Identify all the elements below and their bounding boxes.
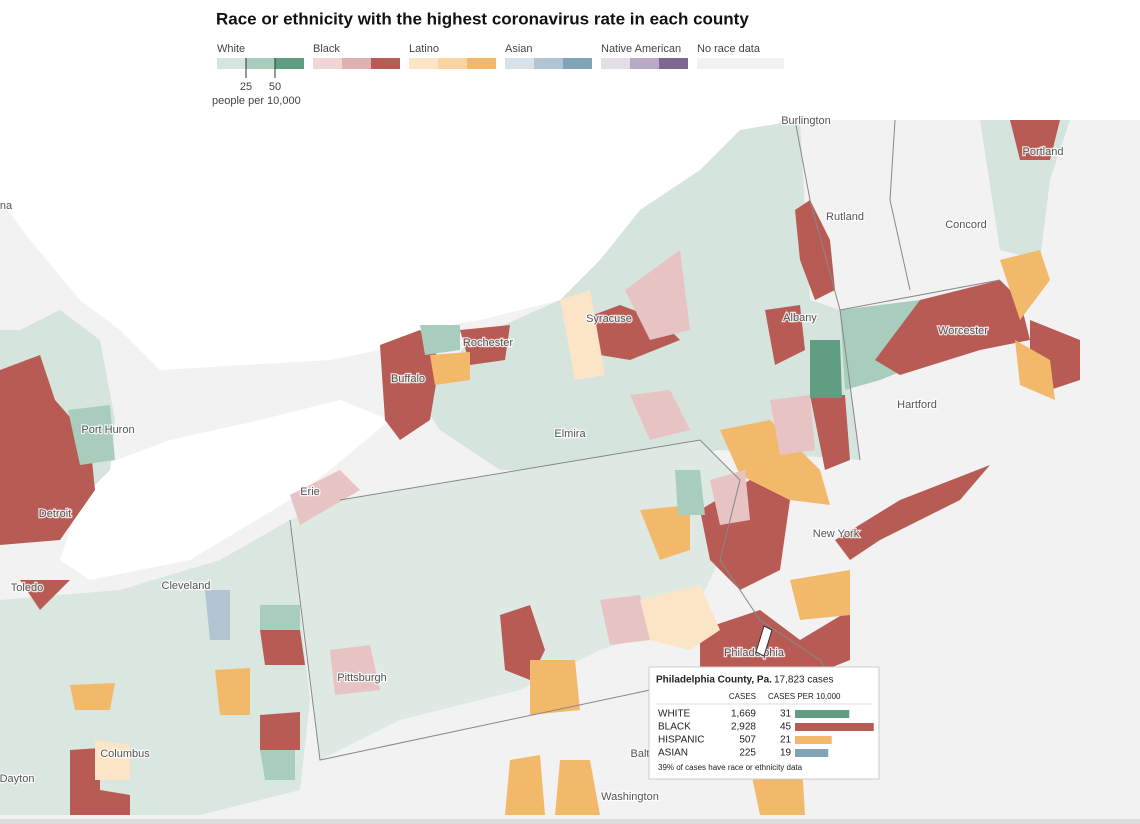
region (290, 440, 740, 760)
borders (289, 119, 1001, 761)
legend-swatch (217, 58, 246, 69)
legend-tick-label: 25 (240, 81, 252, 93)
legend-swatch (275, 58, 304, 69)
row-group: WHITE (658, 709, 691, 720)
place-label: Columbus (100, 748, 150, 760)
row-rate: 19 (780, 748, 792, 759)
legend-swatch (342, 58, 371, 69)
legend-label: Native American (601, 43, 681, 55)
place-label: Worcester (938, 325, 988, 337)
legend-swatch (313, 58, 342, 69)
place-label: Hartford (897, 399, 937, 411)
title: Race or ethnicity with the highest coron… (216, 9, 749, 28)
place-label: Burlington (781, 115, 831, 127)
place-label: Balt (631, 748, 650, 760)
county (205, 590, 230, 640)
place-label: na (0, 200, 13, 212)
rate-bar (795, 723, 874, 731)
county (560, 290, 605, 380)
place-label: Cleveland (162, 580, 211, 592)
legend-label: White (217, 43, 245, 55)
legend: White Black Latino Asian Native American No r… (212, 43, 784, 107)
county (420, 325, 460, 355)
row-cases: 2,928 (731, 722, 756, 733)
county (260, 605, 300, 630)
county (260, 750, 295, 780)
region (0, 520, 310, 815)
legend-swatch (534, 58, 563, 69)
place-label: Detroit (39, 508, 71, 520)
place-label: Washington (601, 791, 659, 803)
place-label: Buffalo (391, 373, 425, 385)
place-label: Toledo (11, 582, 43, 594)
county (68, 405, 115, 465)
row-group: ASIAN (658, 748, 688, 759)
legend-swatch (697, 58, 784, 69)
place-label: Pittsburgh (337, 672, 387, 684)
legend-swatch (467, 58, 496, 69)
legend-label: Latino (409, 43, 439, 55)
row-cases: 225 (739, 748, 756, 759)
legend-label: No race data (697, 43, 761, 55)
place-label: Albany (783, 312, 817, 324)
legend-swatch (438, 58, 467, 69)
legend-label: Asian (505, 43, 533, 55)
counties (290, 250, 815, 695)
row-cases: 507 (739, 735, 756, 746)
rate-bar (795, 736, 832, 744)
row-rate: 31 (780, 709, 792, 720)
row-rate: 21 (780, 735, 792, 746)
place-label: Syracuse (586, 313, 632, 325)
legend-swatch (563, 58, 592, 69)
column-header: CASES PER 10,000 (768, 692, 841, 701)
county (675, 470, 705, 515)
place-label: Concord (945, 219, 987, 231)
scrollbar[interactable] (0, 819, 1140, 824)
legend-swatch (505, 58, 534, 69)
legend-label: Black (313, 43, 340, 55)
place-label: Portland (1023, 146, 1064, 158)
legend-swatch (630, 58, 659, 69)
legend-tick-label: 50 (269, 81, 281, 93)
row-rate: 45 (780, 722, 792, 733)
tooltip-title: Philadelphia County, Pa. (656, 675, 772, 686)
place-label: New York (813, 528, 860, 540)
county (810, 340, 842, 398)
place-label: Dayton (0, 773, 34, 785)
legend-swatch (371, 58, 400, 69)
cursor (755, 625, 773, 657)
row-group: HISPANIC (658, 735, 705, 746)
place-label: Elmira (554, 428, 586, 440)
rate-bar (795, 749, 829, 757)
row-cases: 1,669 (731, 709, 756, 720)
tooltip-total: 17,823 cases (774, 675, 834, 686)
legend-swatch (601, 58, 630, 69)
map (0, 119, 1140, 824)
lake (0, 120, 780, 370)
lake (60, 400, 390, 580)
place-label: Erie (300, 486, 320, 498)
county (640, 585, 720, 650)
tooltip-note: 39% of cases have race or ethnicity data (658, 763, 803, 772)
legend-swatch (659, 58, 688, 69)
place-label: Rochester (463, 337, 513, 349)
legend-swatch (246, 58, 275, 69)
place-label: Port Huron (81, 424, 134, 436)
rate-bar (795, 710, 850, 718)
legend-swatch (409, 58, 438, 69)
place-label: Rutland (826, 211, 864, 223)
row-group: BLACK (658, 722, 691, 733)
column-header: CASES (729, 692, 756, 701)
places: na Burlington Rutland Concord Portland Syracu… (0, 114, 1065, 805)
tooltip: Philadelphia County, Pa. 17,823 cases CA… (648, 625, 880, 780)
county (95, 740, 130, 780)
legend-unit: people per 10,000 (212, 95, 301, 107)
place-label: Philadelphia (724, 647, 785, 659)
